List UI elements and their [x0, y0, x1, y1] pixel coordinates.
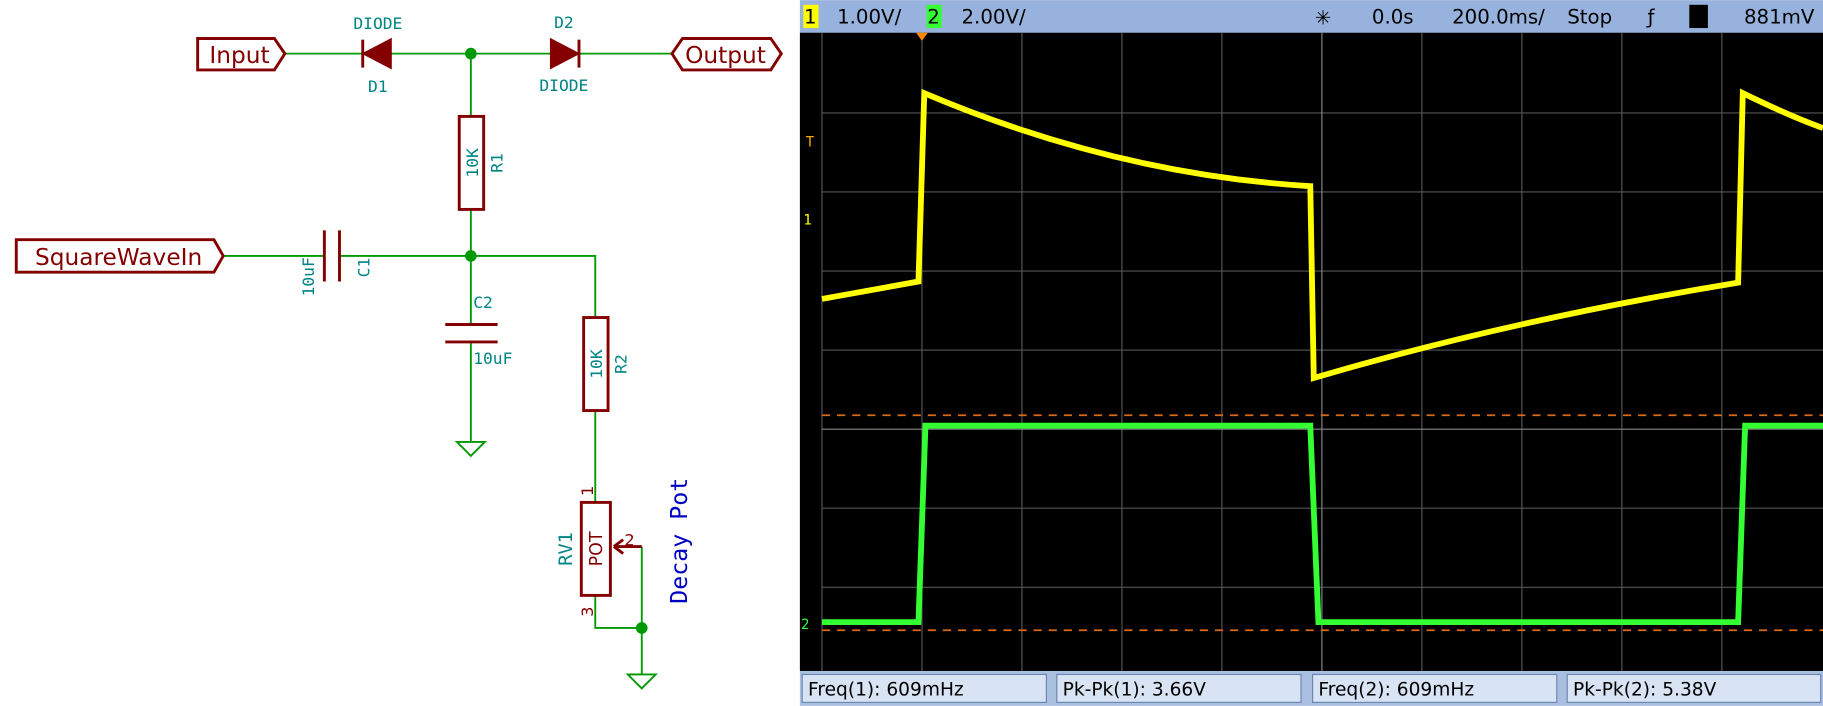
trigger-position [916, 32, 928, 41]
label: C1 [355, 258, 374, 278]
schematic: Input Output SquareWaveIn DIODE D1 D2 DI… [14, 13, 784, 690]
port [670, 37, 784, 72]
header-text: 0.0s [1372, 5, 1414, 28]
port-label: Output [685, 42, 766, 69]
ch2-trace [821, 422, 1823, 626]
header-text: 881mV [1744, 5, 1815, 28]
label: D2 [554, 13, 574, 32]
ground [625, 673, 658, 690]
note: Decay Pot [666, 478, 693, 604]
measure-box [1312, 673, 1558, 703]
header-bar [799, 0, 1823, 33]
header-text: 200.0ms/ [1452, 5, 1545, 28]
junction [465, 47, 477, 60]
icon: ✳ [1315, 7, 1332, 30]
header-text: 2.00V/ [961, 5, 1025, 28]
channel-badge [926, 4, 942, 29]
label: R2 [612, 354, 631, 374]
ground [454, 441, 488, 458]
measurement: Pk-Pk(1): 3.66V [1063, 679, 1207, 700]
label: C2 [473, 293, 493, 312]
resistor [457, 114, 486, 211]
diode [361, 37, 392, 70]
header-text: 1 [804, 5, 817, 28]
measurement: Freq(1): 609mHz [808, 679, 964, 700]
diode [549, 37, 581, 70]
channel-badge [1689, 4, 1708, 29]
oscilloscope: 1 1.00V/ 2 2.00V/ ✳ 0.0s 200.0ms/ Stop ƒ… [799, 0, 1823, 706]
label: D1 [368, 77, 388, 96]
junction [465, 250, 477, 262]
marker: 1 [803, 213, 811, 229]
measurement: Freq(2): 609mHz [1318, 679, 1474, 700]
header-text: 1.00V/ [837, 5, 901, 28]
port-label: SquareWaveIn [35, 244, 202, 271]
pin: 2 [624, 530, 634, 549]
wiper [612, 538, 642, 555]
header-text: 2 [927, 5, 940, 28]
resistor [582, 316, 610, 413]
center-lines [821, 32, 1823, 671]
measure-box [801, 673, 1047, 703]
capacitor [322, 230, 341, 282]
label: 10uF [473, 349, 512, 368]
icon: ƒ [1645, 5, 1655, 28]
label: 10uF [299, 257, 318, 296]
label: DIODE [353, 14, 402, 33]
measure-box [1566, 673, 1822, 703]
ch1-trace [821, 88, 1823, 382]
capacitor [445, 323, 498, 344]
marker: T [806, 135, 815, 151]
label: 10K [463, 148, 482, 178]
cursor-lines [821, 414, 1823, 632]
label: R1 [487, 153, 506, 173]
header-text: Stop [1567, 5, 1612, 28]
potentiometer [579, 500, 612, 597]
channel-badge [803, 4, 819, 29]
label: DIODE [539, 76, 588, 95]
port [14, 238, 225, 274]
port-label: Input [209, 42, 269, 69]
header-text: 1 [1692, 5, 1705, 28]
label: RV1 [556, 532, 577, 566]
grid [821, 32, 1823, 671]
junction [635, 622, 648, 634]
marker: 2 [801, 617, 809, 633]
port [196, 37, 287, 72]
measurements: Freq(1): 609mHz Pk-Pk(1): 3.66V Freq(2):… [801, 673, 1822, 703]
pin: 3 [578, 607, 597, 617]
measure-box [1056, 673, 1302, 703]
label: POT [587, 531, 607, 566]
label: 10K [587, 349, 606, 379]
pin: 1 [578, 486, 597, 496]
measurement: Pk-Pk(2): 5.38V [1573, 679, 1717, 700]
